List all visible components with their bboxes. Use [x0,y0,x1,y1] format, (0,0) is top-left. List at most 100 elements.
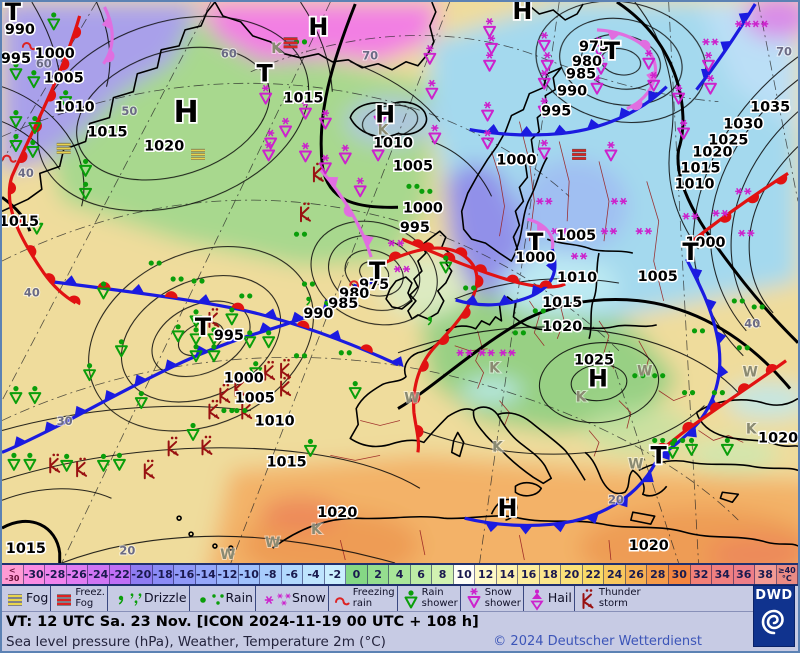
wx-rs-symbol [186,422,200,441]
scale-cell: 32 [690,565,713,584]
wx-ts-symbol [219,383,231,404]
copyright-text: © 2024 Deutscher Wetterdienst [493,634,702,649]
legend-rn1-icon [199,593,224,605]
wx-ss-symbol [485,34,499,55]
wx-rs-symbol [97,453,110,472]
map-label: K [489,361,501,377]
latlon-labels: 60 60 70 70 50 40 40 30 20 20 40 [17,43,793,558]
map-label: 990 [5,22,35,38]
wx-ss-symbol [259,84,273,105]
scale-cell: 0 [346,565,368,584]
scale-cell: -28 [45,565,67,584]
wx-rs-symbol [262,330,276,349]
legend-dz-icon [118,592,142,606]
wx-rs-symbol [189,309,203,328]
wx-sn-symbol [752,20,769,28]
map-label: K [576,390,588,406]
wx-sn-symbol [478,349,495,357]
wx-rs-symbol [97,281,110,300]
map-label: H [497,494,517,522]
wx-rn-symbol [672,437,686,444]
wx-rn-symbol [632,373,646,379]
symbol-legend: Fog Freez. Fog Drizzle Rain Snow Freezing rain R… [2,586,758,612]
map-label: T [682,238,699,266]
wx-ss-symbol [592,36,606,57]
wx-rn-symbol [301,281,316,287]
wx-rn-symbol [731,298,745,304]
wx-rn-symbol [148,260,162,266]
legend-item-freez.-fog: Freez. Fog [50,586,107,611]
map-label: H [588,365,608,393]
wx-dz-symbol [324,300,329,310]
map-label: W [743,365,758,381]
wx-rn-symbol [419,188,433,194]
legend-label: Drizzle [143,590,187,606]
wx-ss-symbol [703,74,717,95]
wx-rn-symbol [338,350,352,356]
scale-cell: 38 [755,565,777,584]
map-label: 985 [328,296,358,312]
map-label: 1020 [317,505,357,521]
wx-rs-symbol [207,344,221,363]
wx-sn-symbol [735,187,752,195]
dwd-spiral-icon [761,609,784,635]
wx-ss-symbol [299,142,312,163]
scale-cell: 2 [367,565,390,584]
wx-ss-symbol [604,141,618,162]
map-label: H [174,95,199,130]
scale-cell: -6 [281,565,304,584]
scale-cell: 28 [647,565,669,584]
wx-rs-symbol [303,438,317,457]
wx-rs-symbol [207,327,221,346]
wx-rs-symbol [59,90,73,109]
map-label: 1020 [144,138,184,154]
wx-rn-symbol [681,390,696,396]
wx-rs-symbol [189,344,203,363]
wx-sn-symbol [702,38,719,46]
map-label: H [308,13,328,41]
map-label: 995 [541,104,571,120]
scale-cell: 4 [389,565,411,584]
map-label: T [257,60,274,88]
valid-time-line: VT: 12 UTC Sa. 23 Nov. [ICON 2024-11-19 … [2,612,758,632]
wx-rs-symbol [189,327,203,346]
wx-rs-symbol [439,255,453,274]
map-label: 1020 [692,144,732,160]
wx-dz-symbol [306,296,311,306]
wx-rs-symbol [30,216,44,235]
map-label: 1030 [723,117,763,133]
wx-fz-symbol [349,280,364,289]
wx-ss-symbol [353,177,367,198]
map-label: H [512,2,532,25]
wx-ss-symbol [537,97,551,118]
legend-hl-icon [530,589,544,611]
map-label: 1005 [556,228,596,244]
map-label: W [637,364,652,380]
map-label: 60 [221,46,237,60]
wx-rn-symbol [512,330,526,336]
wx-rs-symbol [249,361,263,380]
wx-sn-symbol [393,265,411,273]
map-label: 975 [359,277,389,293]
map-label: W [265,535,280,551]
parameter-line: Sea level pressure (hPa), Weather, Tempe… [2,632,758,651]
wx-rs-symbol [60,453,74,472]
wx-ts-symbol [167,436,179,457]
isobars-bold [2,2,798,563]
legend-item-snow-shower: Snow shower [459,586,523,611]
map-label: T [195,313,212,341]
wx-ts-symbol [143,459,155,480]
wx-rn-symbol [736,345,750,351]
scale-cell: 26 [625,565,648,584]
wx-rs-symbol [720,437,734,456]
wx-ss-symbol [428,124,442,145]
wx-ss-symbol [483,51,497,72]
legend-label: Snow shower [484,587,521,609]
wx-sn-symbol [712,209,729,217]
wx-ss-symbol [425,79,439,100]
scale-cell: -8 [260,565,282,584]
map-label: 1020 [542,319,582,335]
scale-cell: -30 [23,565,46,584]
